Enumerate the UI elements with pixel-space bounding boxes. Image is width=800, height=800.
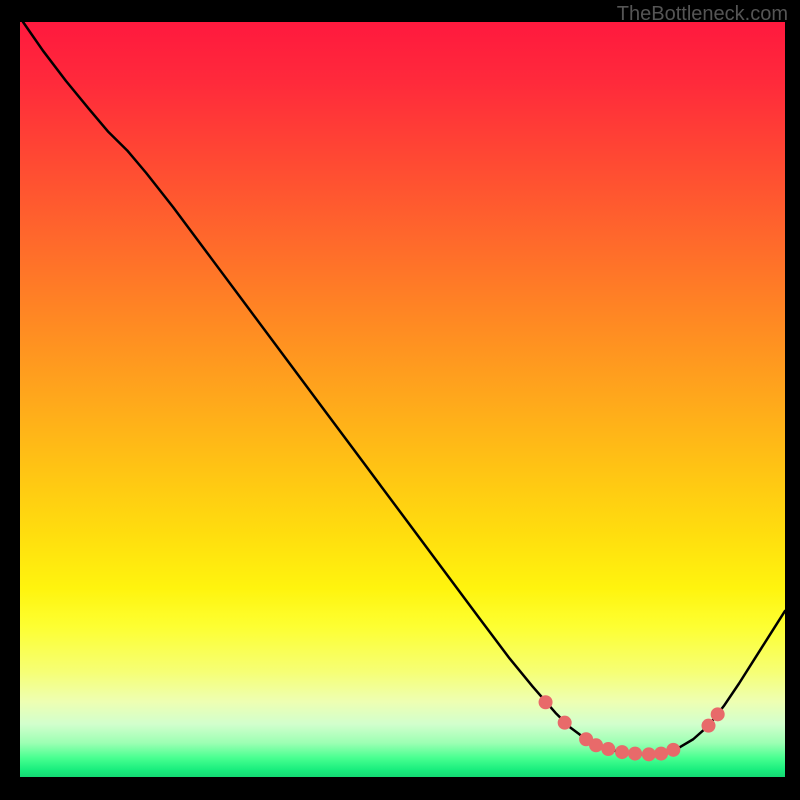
bottleneck-chart xyxy=(0,0,800,800)
